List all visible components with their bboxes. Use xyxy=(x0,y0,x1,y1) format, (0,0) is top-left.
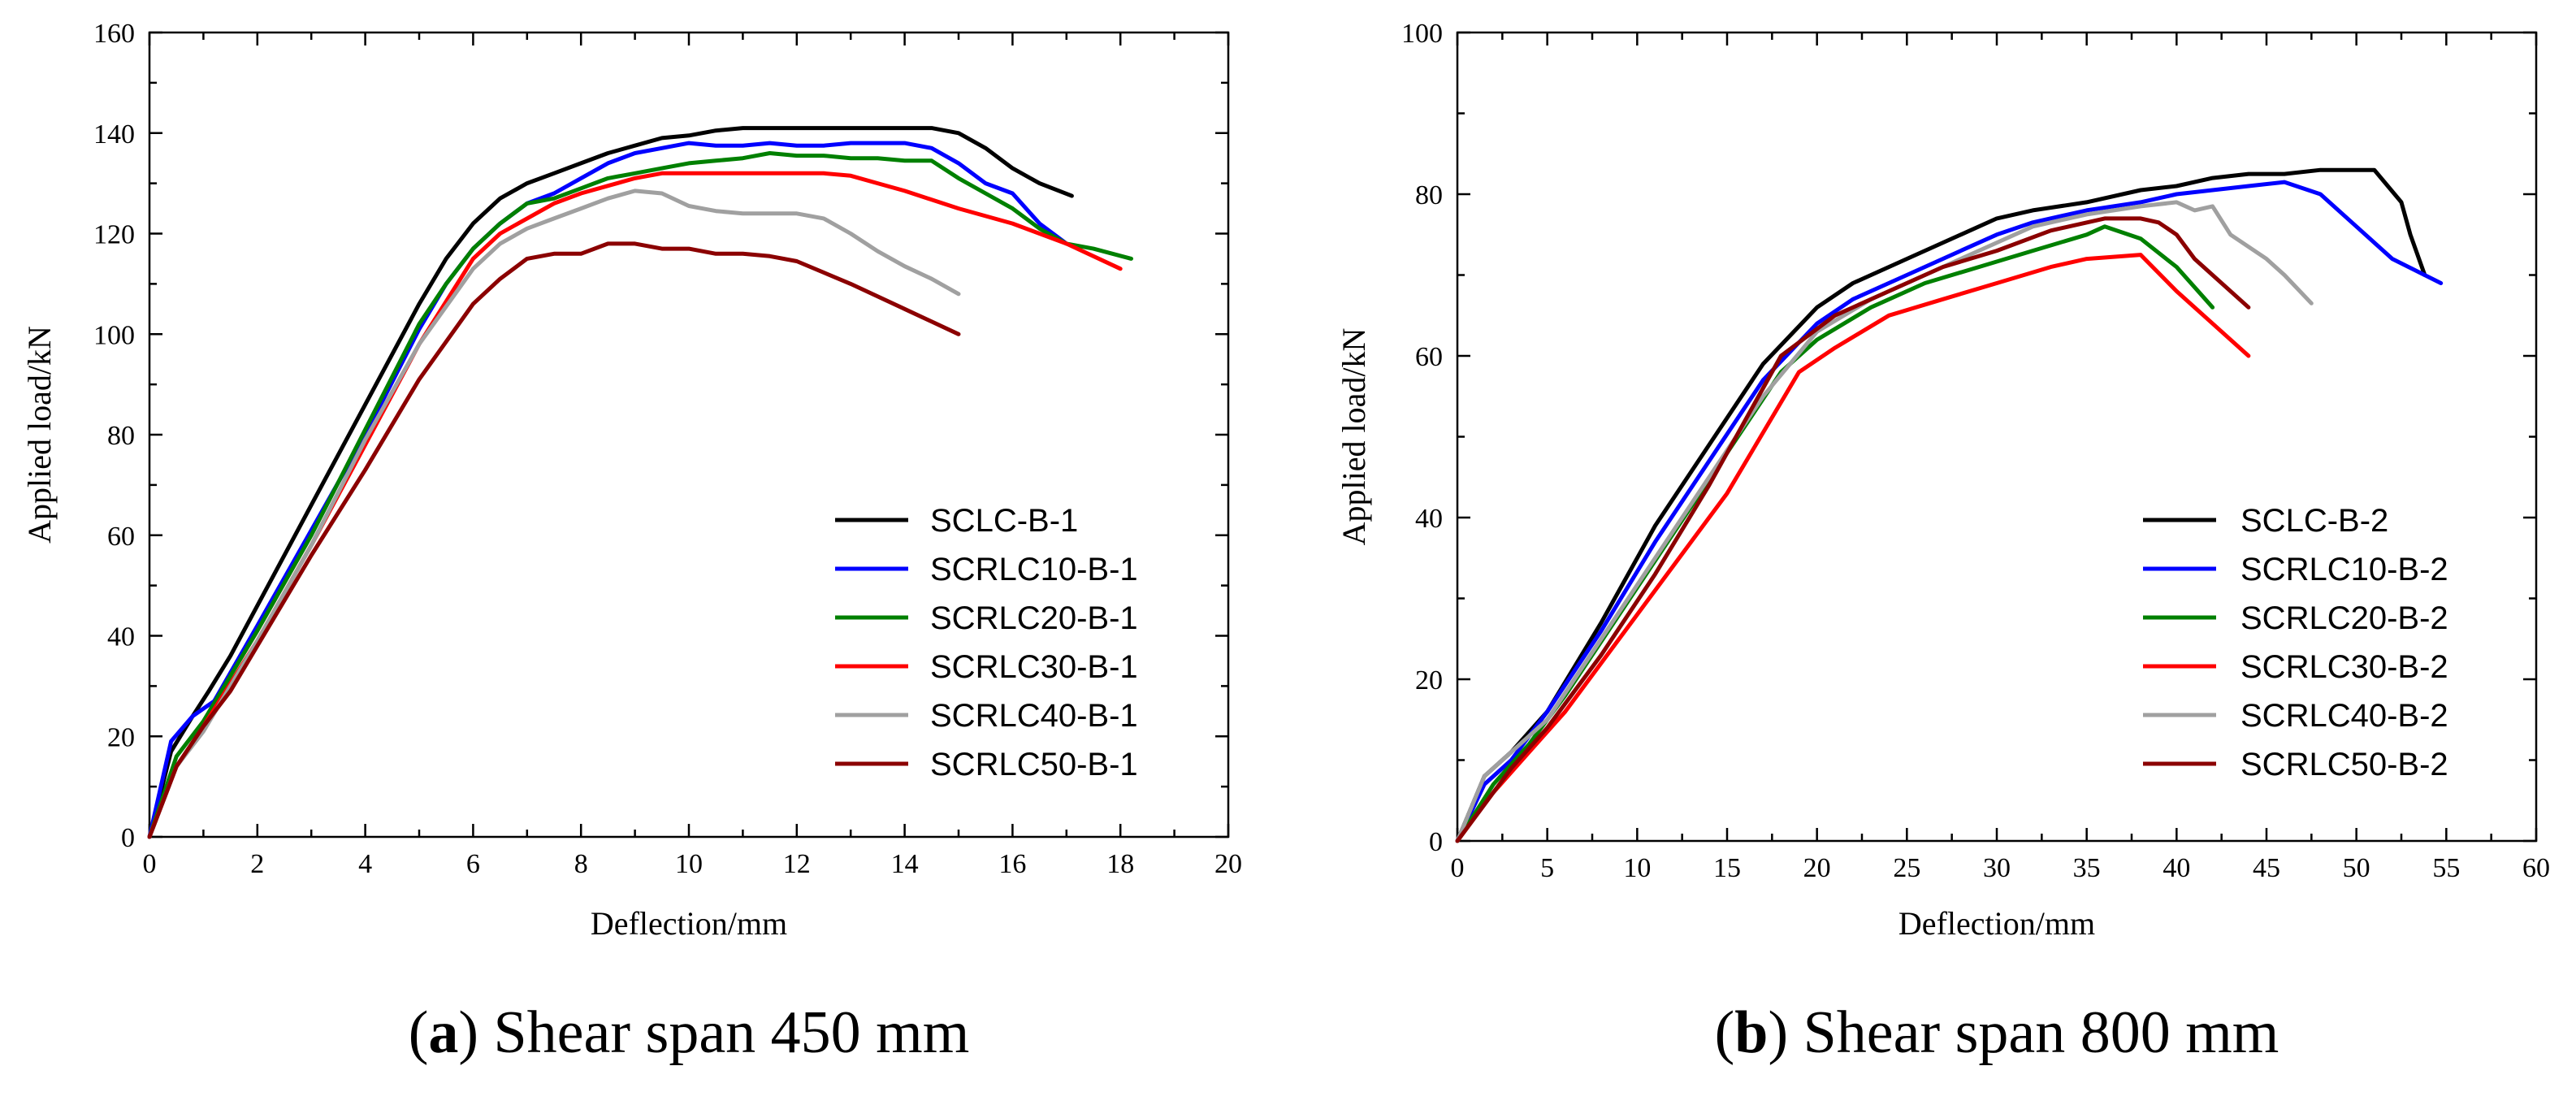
x-tick-label: 0 xyxy=(143,849,157,879)
legend-label: SCRLC10-B-2 xyxy=(2240,552,2448,587)
x-tick-label: 12 xyxy=(783,849,811,879)
y-tick-label: 40 xyxy=(1415,504,1443,534)
y-tick-label: 80 xyxy=(1415,180,1443,210)
y-tick-label: 0 xyxy=(1429,827,1443,857)
x-tick-label: 20 xyxy=(1803,853,1831,883)
x-tick-label: 10 xyxy=(1623,853,1651,883)
y-tick-label: 20 xyxy=(107,722,135,752)
x-tick-label: 15 xyxy=(1713,853,1741,883)
x-tick-label: 8 xyxy=(574,849,588,879)
x-tick-label: 35 xyxy=(2073,853,2101,883)
x-tick-label: 20 xyxy=(1214,849,1242,879)
legend-label: SCRLC40-B-2 xyxy=(2240,698,2448,734)
x-tick-label: 25 xyxy=(1893,853,1920,883)
x-tick-label: 6 xyxy=(466,849,480,879)
x-tick-label: 50 xyxy=(2343,853,2370,883)
series-line-sclc-b-2 xyxy=(1455,167,2427,843)
y-tick-label: 60 xyxy=(107,522,135,552)
x-tick-label: 55 xyxy=(2432,853,2460,883)
x-tick-label: 14 xyxy=(891,849,919,879)
legend-label: SCLC-B-2 xyxy=(2240,503,2388,539)
legend-label: SCRLC10-B-1 xyxy=(930,552,1138,587)
x-tick-label: 0 xyxy=(1451,853,1465,883)
legend-label: SCRLC40-B-1 xyxy=(930,698,1138,734)
x-tick-label: 16 xyxy=(998,849,1026,879)
x-tick-label: 4 xyxy=(358,849,372,879)
panel-caption: (b) Shear span 800 mm xyxy=(1715,999,2279,1066)
x-axis-title: Deflection/mm xyxy=(1898,905,2095,942)
legend-label: SCRLC20-B-1 xyxy=(930,600,1138,636)
legend-label: SCRLC30-B-2 xyxy=(2240,649,2448,685)
series-line-scrlc50-b-2 xyxy=(1455,216,2251,843)
legend-label: SCRLC50-B-2 xyxy=(2240,747,2448,782)
y-tick-label: 140 xyxy=(93,119,135,150)
chart-panel-a: 0 2 4 6 8 10 12 14 16 18 20 0 20 40 60 80 100 120 140 160 SC… xyxy=(21,19,1242,1066)
series-line-sclc-b-1 xyxy=(147,126,1074,839)
x-axis-title: Deflection/mm xyxy=(591,905,787,942)
series-line-scrlc10-b-1 xyxy=(147,141,1069,839)
x-tick-label: 2 xyxy=(250,849,264,879)
series-line-scrlc30-b-2 xyxy=(1455,253,2251,843)
series-line-scrlc20-b-1 xyxy=(147,151,1133,839)
y-tick-label: 0 xyxy=(121,823,135,853)
series-line-scrlc50-b-1 xyxy=(147,241,961,839)
legend-label: SCRLC50-B-1 xyxy=(930,747,1138,782)
y-tick-label: 60 xyxy=(1415,342,1443,372)
x-tick-label: 10 xyxy=(675,849,703,879)
x-tick-label: 60 xyxy=(2522,853,2550,883)
y-tick-label: 80 xyxy=(107,421,135,451)
y-axis-title: Applied load/kN xyxy=(21,326,58,544)
x-tick-label: 18 xyxy=(1106,849,1134,879)
legend-label: SCRLC30-B-1 xyxy=(930,649,1138,685)
y-tick-label: 120 xyxy=(93,220,135,250)
legend-label: SCLC-B-1 xyxy=(930,503,1078,539)
x-tick-label: 45 xyxy=(2253,853,2280,883)
legend-label: SCRLC20-B-2 xyxy=(2240,600,2448,636)
series-line-scrlc10-b-2 xyxy=(1455,180,2444,843)
panel-caption: (a) Shear span 450 mm xyxy=(409,999,970,1066)
series-line-scrlc40-b-1 xyxy=(147,188,961,839)
y-tick-label: 40 xyxy=(107,622,135,652)
y-axis-title: Applied load/kN xyxy=(1336,328,1372,546)
y-tick-label: 20 xyxy=(1415,665,1443,696)
y-tick-label: 160 xyxy=(93,19,135,49)
x-tick-label: 40 xyxy=(2163,853,2190,883)
y-tick-label: 100 xyxy=(1401,19,1443,49)
chart-panel-b: 0 5 10 15 20 25 30 35 40 45 50 55 60 0 20 40 60 80 100 SCLC… xyxy=(1336,19,2550,1066)
y-tick-label: 100 xyxy=(93,320,135,350)
x-tick-label: 30 xyxy=(1983,853,2011,883)
x-tick-label: 5 xyxy=(1540,853,1554,883)
